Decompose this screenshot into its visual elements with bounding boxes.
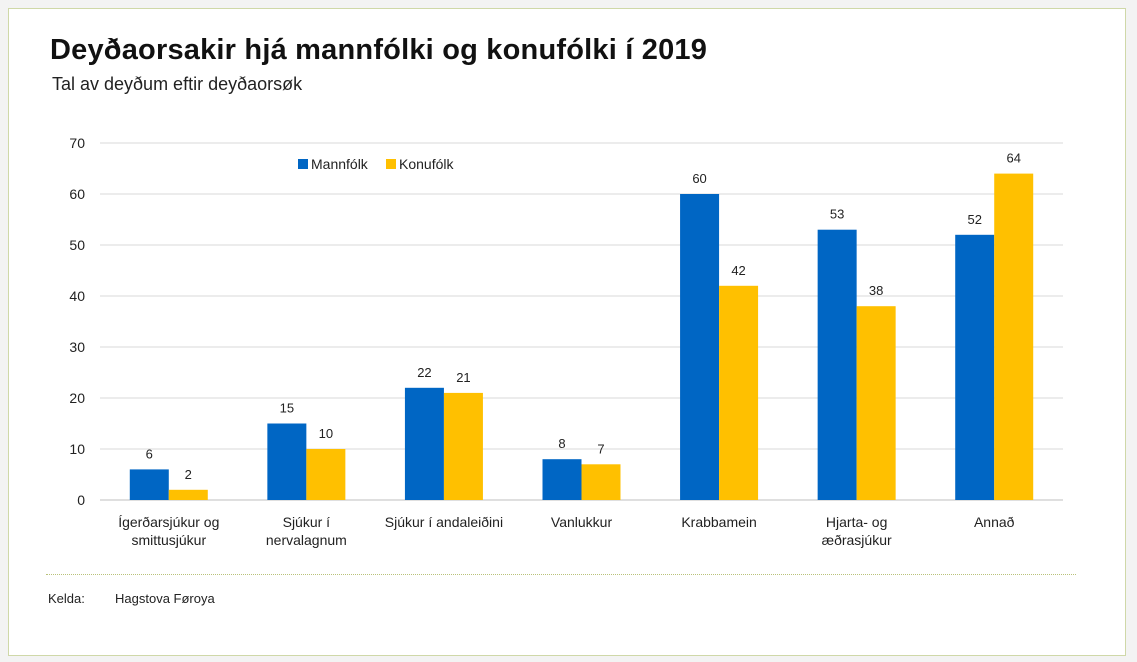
chart-title: Deyðaorsakir hjá mannfólki og konufólki … — [50, 34, 708, 66]
y-tick-label: 10 — [69, 441, 85, 457]
x-category-label: æðrasjúkur — [822, 532, 892, 548]
x-category-label: Sjúkur í andaleiðini — [385, 514, 503, 530]
bar-mannfolk — [955, 234, 995, 501]
data-label: 7 — [597, 441, 604, 456]
y-tick-label: 50 — [69, 237, 85, 253]
bar-konufolk — [306, 449, 346, 500]
legend-label: Konufólk — [399, 156, 454, 172]
data-label: 8 — [558, 436, 565, 451]
data-label: 53 — [830, 207, 844, 222]
data-label: 60 — [692, 171, 706, 186]
data-label: 6 — [146, 446, 153, 461]
bar-konufolk — [168, 489, 208, 500]
x-category-label: Krabbamein — [681, 514, 757, 530]
bar-konufolk — [994, 173, 1034, 500]
y-tick-label: 60 — [69, 186, 85, 202]
data-label: 21 — [456, 370, 470, 385]
legend-swatch — [386, 159, 396, 169]
bar-mannfolk — [404, 387, 444, 500]
bar-mannfolk — [817, 229, 857, 500]
bar-konufolk — [581, 464, 621, 500]
y-tick-label: 70 — [69, 135, 85, 151]
x-category-label: Hjarta- og — [826, 514, 887, 530]
y-tick-label: 0 — [77, 492, 85, 508]
bar-mannfolk — [680, 194, 720, 500]
data-label: 64 — [1006, 151, 1020, 166]
bar-konufolk — [443, 392, 483, 500]
x-category-label: smittusjúkur — [131, 532, 206, 548]
legend-label: Mannfólk — [311, 156, 369, 172]
x-category-label: Ígerðarsjúkur og — [118, 514, 219, 530]
x-category-label: nervalagnum — [266, 532, 347, 548]
data-label: 10 — [319, 426, 333, 441]
bar-konufolk — [856, 306, 896, 500]
data-label: 22 — [417, 365, 431, 380]
y-tick-label: 30 — [69, 339, 85, 355]
source-label: Kelda: — [48, 591, 85, 606]
data-label: 42 — [731, 263, 745, 278]
data-label: 15 — [280, 401, 294, 416]
data-label: 38 — [869, 283, 883, 298]
data-label: 2 — [185, 467, 192, 482]
chart-card — [8, 8, 1126, 656]
bar-mannfolk — [267, 423, 307, 500]
chart-subtitle: Tal av deyðum eftir deyðaorsøk — [52, 74, 303, 94]
bar-mannfolk — [542, 459, 582, 500]
data-label: 52 — [967, 212, 981, 227]
footer-divider — [46, 574, 1076, 575]
bar-konufolk — [719, 285, 759, 500]
x-category-label: Sjúkur í — [283, 514, 331, 530]
x-category-label: Annað — [974, 514, 1015, 530]
legend-swatch — [298, 159, 308, 169]
x-category-label: Vanlukkur — [551, 514, 613, 530]
source-value: Hagstova Føroya — [115, 591, 215, 606]
y-tick-label: 40 — [69, 288, 85, 304]
bar-mannfolk — [129, 469, 169, 500]
y-tick-label: 20 — [69, 390, 85, 406]
